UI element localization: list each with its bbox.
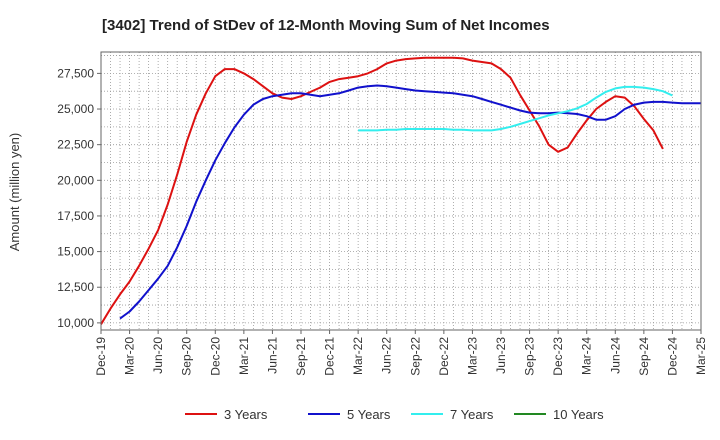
y-tick-label: 27,500 — [57, 66, 94, 80]
x-tick-label: Sep-21 — [294, 337, 308, 376]
y-tick-label: 22,500 — [57, 138, 94, 152]
x-tick-label: Dec-19 — [94, 337, 108, 376]
x-tick-label: Sep-24 — [637, 337, 651, 376]
y-tick-label: 12,500 — [57, 280, 94, 294]
x-tick-label: Mar-23 — [465, 337, 479, 375]
series-line-2 — [119, 84, 701, 320]
legend-label: 7 Years — [450, 407, 494, 422]
legend-label: 3 Years — [224, 407, 268, 422]
legend-label: 10 Years — [553, 407, 604, 422]
x-tick-label: Sep-23 — [523, 337, 537, 376]
plot-area — [101, 52, 701, 330]
x-tick-label: Mar-20 — [123, 337, 137, 375]
x-tick-label: Mar-22 — [351, 337, 365, 375]
series-line-1 — [100, 56, 664, 325]
x-tick-label: Jun-21 — [265, 337, 279, 374]
legend-label: 5 Years — [347, 407, 391, 422]
x-tick-label: Jun-24 — [608, 337, 622, 374]
legend: 3 Years 5 Years 7 Years 10 Years — [185, 407, 604, 422]
x-tick-label: Dec-23 — [551, 337, 565, 376]
x-tick-label: Mar-24 — [580, 337, 594, 375]
chart-title: [3402] Trend of StDev of 12-Month Moving… — [102, 17, 550, 34]
y-tick-label: 20,000 — [57, 173, 94, 187]
x-tick-label: Sep-20 — [180, 337, 194, 376]
plot-frame — [100, 51, 702, 331]
series-line-3 — [358, 85, 673, 132]
y-tick-label: 25,000 — [57, 102, 94, 116]
x-tick-label: Dec-21 — [323, 337, 337, 376]
x-tick-label: Mar-21 — [237, 337, 251, 375]
x-tick-label: Dec-20 — [208, 337, 222, 376]
legend-item-1: 3 Years — [185, 407, 268, 422]
x-tick-label: Jun-22 — [380, 337, 394, 374]
x-tick-label: Dec-22 — [437, 337, 451, 376]
x-tick-label: Jun-23 — [494, 337, 508, 374]
x-tick-label: Dec-24 — [665, 337, 679, 376]
legend-item-3: 7 Years — [411, 407, 494, 422]
series-layer — [100, 56, 701, 325]
axes — [100, 51, 702, 331]
x-tick-label: Sep-22 — [408, 337, 422, 376]
legend-item-4: 10 Years — [514, 407, 604, 422]
x-axis-ticks: Dec-19 Mar-20 Jun-20 Sep-20 Dec-20 Mar-21 Jun-… — [94, 330, 708, 376]
y-axis-ticks: 10,000 12,500 15,000 17,500 20,000 22,500 25,0… — [57, 66, 101, 330]
x-tick-label: Jun-20 — [151, 337, 165, 374]
y-tick-label: 10,000 — [57, 316, 94, 330]
legend-item-2: 5 Years — [308, 407, 391, 422]
x-tick-label: Mar-25 — [694, 337, 708, 375]
y-axis-label: Amount (million yen) — [7, 133, 22, 252]
y-tick-label: 17,500 — [57, 209, 94, 223]
grid-lines — [100, 52, 702, 330]
y-tick-label: 15,000 — [57, 245, 94, 259]
